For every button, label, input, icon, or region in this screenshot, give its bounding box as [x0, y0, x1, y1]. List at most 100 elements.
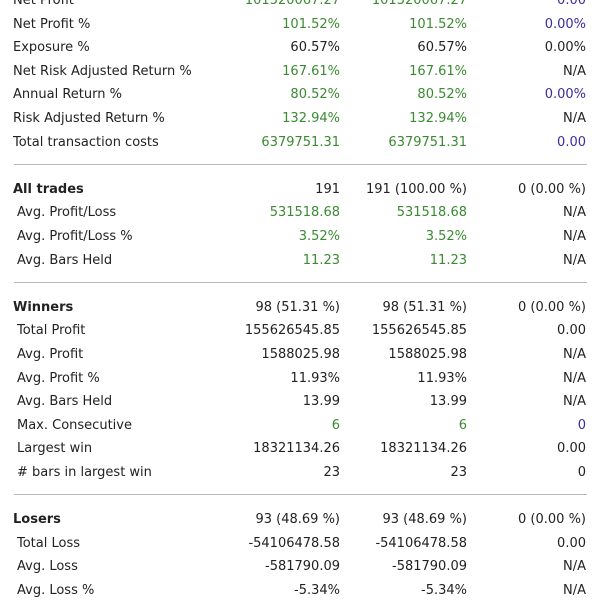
section-title: Winners: [13, 299, 74, 315]
long-trades-value: 13.99: [429, 394, 467, 410]
long-trades-value: 60.57%: [417, 40, 467, 56]
table-row: # bars in largest win 23 23 0: [0, 461, 600, 485]
section-header-row: Winners 98 (51.31 %) 98 (51.31 %) 0 (0.00 %…: [0, 296, 600, 320]
row-label: Total Loss: [17, 535, 81, 551]
table-row: Avg. Profit/Loss % 3.52% 3.52% N/A: [0, 225, 600, 249]
long-trades-value: -5.34%: [421, 582, 467, 598]
section-header-row: Losers 93 (48.69 %) 93 (48.69 %) 0 (0.00 %): [0, 508, 600, 532]
long-trades-value: 101520067.27: [371, 0, 467, 8]
short-trades-value: N/A: [563, 252, 586, 268]
short-trades-value: 0.00: [557, 535, 586, 551]
table-row: Largest win 18321134.26 18321134.26 0.00: [0, 437, 600, 461]
all-trades-value: 6: [331, 417, 340, 433]
long-trades-value: 80.52%: [417, 87, 467, 103]
short-trades-value: N/A: [563, 228, 586, 244]
section-count-value: 93 (48.69 %): [255, 512, 340, 528]
all-trades-value: -54106478.58: [248, 535, 340, 551]
row-label: Max. Consecutive: [17, 417, 132, 433]
table-row: Annual Return % 80.52% 80.52% 0.00%: [0, 83, 600, 107]
table-row: Avg. Bars Held 11.23 11.23 N/A: [0, 249, 600, 273]
section-count-value: 191 (100.00 %): [365, 181, 467, 197]
table-row: Total Loss -54106478.58 -54106478.58 0.00: [0, 532, 600, 556]
all-trades-value: 11.23: [302, 252, 340, 268]
row-label: Avg. Profit/Loss: [17, 205, 117, 221]
table-row: Avg. Loss % -5.34% -5.34% N/A: [0, 579, 600, 602]
section-count-value: 98 (51.31 %): [255, 299, 340, 315]
section-header-row: All trades 191 191 (100.00 %) 0 (0.00 %): [0, 178, 600, 202]
all-trades-value: 11.93%: [290, 370, 340, 386]
section-count-value: 0 (0.00 %): [518, 299, 586, 315]
all-trades-value: 155626545.85: [244, 323, 340, 339]
row-label: Net Profit: [13, 0, 74, 8]
section-divider: [0, 272, 600, 296]
row-label: Total Profit: [17, 323, 86, 339]
all-trades-value: -581790.09: [265, 559, 340, 575]
short-trades-value: N/A: [563, 394, 586, 410]
section-title: All trades: [13, 181, 84, 197]
all-trades-value: 3.52%: [298, 228, 340, 244]
short-trades-value: N/A: [563, 205, 586, 221]
row-label: Avg. Bars Held: [17, 252, 113, 268]
table-row: Exposure % 60.57% 60.57% 0.00%: [0, 36, 600, 60]
section-divider: [0, 154, 600, 178]
all-trades-value: 101.52%: [282, 16, 340, 32]
row-label: Avg. Bars Held: [17, 394, 113, 410]
long-trades-value: 11.23: [429, 252, 467, 268]
long-trades-value: 1588025.98: [388, 346, 467, 362]
short-trades-value: N/A: [563, 346, 586, 362]
long-trades-value: -54106478.58: [375, 535, 467, 551]
row-label: Avg. Loss: [17, 559, 78, 575]
row-label: Avg. Loss %: [17, 582, 95, 598]
row-label: Risk Adjusted Return %: [13, 110, 165, 126]
short-trades-value: N/A: [563, 559, 586, 575]
short-trades-value: 0.00: [557, 441, 586, 457]
long-trades-value: 101.52%: [409, 16, 467, 32]
short-trades-value: 0: [577, 417, 586, 433]
long-trades-value: 11.93%: [417, 370, 467, 386]
long-trades-value: -581790.09: [392, 559, 467, 575]
short-trades-value: 0: [577, 464, 586, 480]
section-count-value: 0 (0.00 %): [518, 181, 586, 197]
all-trades-value: 531518.68: [269, 205, 340, 221]
long-trades-value: 3.52%: [425, 228, 467, 244]
table-row: Net Risk Adjusted Return % 167.61% 167.61%…: [0, 60, 600, 84]
table-row: Max. Consecutive 6 6 0: [0, 414, 600, 438]
short-trades-value: N/A: [563, 582, 586, 598]
short-trades-value: 0.00: [557, 0, 586, 8]
all-trades-value: 167.61%: [282, 63, 340, 79]
section-count-value: 191: [315, 181, 340, 197]
row-label: Avg. Profit: [17, 346, 84, 362]
long-trades-value: 531518.68: [396, 205, 467, 221]
all-trades-value: 18321134.26: [253, 441, 340, 457]
section-count-value: 98 (51.31 %): [382, 299, 467, 315]
table-row: Avg. Profit 1588025.98 1588025.98 N/A: [0, 343, 600, 367]
section-title: Losers: [13, 512, 61, 528]
long-trades-value: 167.61%: [409, 63, 467, 79]
short-trades-value: 0.00: [557, 323, 586, 339]
row-label: Total transaction costs: [13, 134, 159, 150]
table-row: Total Profit 155626545.85 155626545.85 0.00: [0, 319, 600, 343]
short-trades-value: 0.00%: [544, 87, 586, 103]
table-row: Avg. Bars Held 13.99 13.99 N/A: [0, 390, 600, 414]
table-row: Avg. Profit % 11.93% 11.93% N/A: [0, 367, 600, 391]
all-trades-value: 101520067.27: [244, 0, 340, 8]
short-trades-value: 0.00%: [544, 16, 586, 32]
all-trades-value: 132.94%: [282, 110, 340, 126]
table-row: Risk Adjusted Return % 132.94% 132.94% N/A: [0, 107, 600, 131]
table-row: Total transaction costs 6379751.31 6379751…: [0, 131, 600, 155]
all-trades-value: 80.52%: [290, 87, 340, 103]
section-divider: [0, 484, 600, 508]
long-trades-value: 18321134.26: [380, 441, 467, 457]
long-trades-value: 6379751.31: [388, 134, 467, 150]
short-trades-value: N/A: [563, 370, 586, 386]
row-label: Avg. Profit %: [17, 370, 100, 386]
long-trades-value: 6: [458, 417, 467, 433]
table-row: Avg. Profit/Loss 531518.68 531518.68 N/A: [0, 201, 600, 225]
row-label: Largest win: [17, 441, 93, 457]
section-count-value: 0 (0.00 %): [518, 512, 586, 528]
row-label: # bars in largest win: [17, 464, 152, 480]
row-label: Annual Return %: [13, 87, 122, 103]
long-trades-value: 23: [450, 464, 467, 480]
section-count-value: 93 (48.69 %): [382, 512, 467, 528]
